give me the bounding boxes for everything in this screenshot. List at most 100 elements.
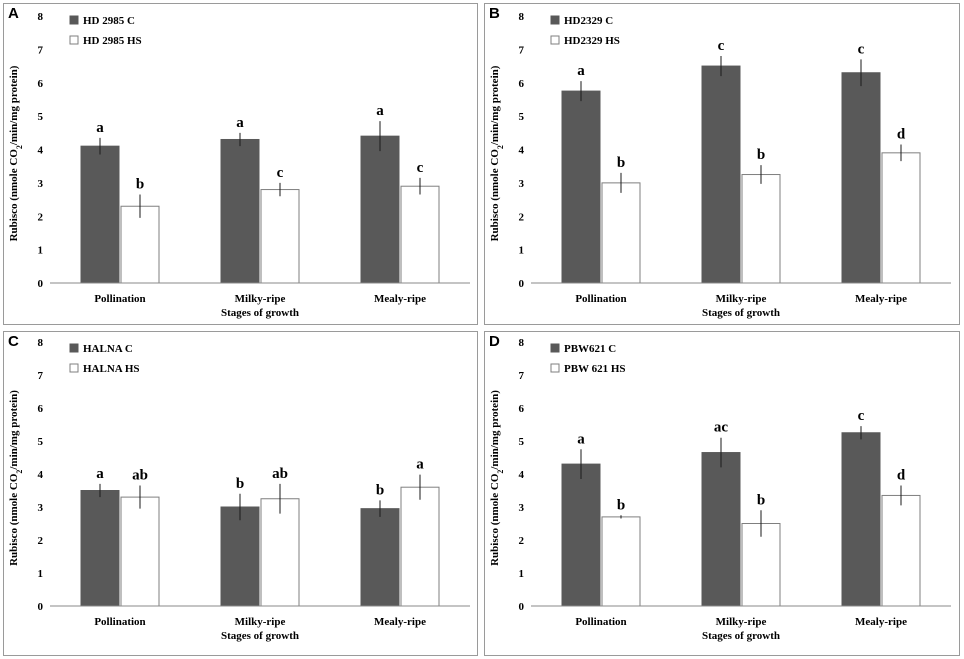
legend-swatch-d-2 xyxy=(550,363,560,373)
y-tick-label-b: 3 xyxy=(519,178,525,190)
legend-swatch-b-1 xyxy=(550,15,560,25)
bar-b-s2-3 xyxy=(881,152,921,284)
y-tick-label-b: 2 xyxy=(519,211,525,223)
legend-label-c-1: HALNA C xyxy=(83,343,133,355)
bar-a-s1-2 xyxy=(220,138,260,284)
significance-letter-c-s2-3: a xyxy=(416,457,424,473)
bar-d-s1-2 xyxy=(701,452,741,607)
legend-swatch-a-2 xyxy=(69,35,79,45)
bar-chart-b: 0 1 2 3 4 5 6 7 8 Rubisco (nmole CO2/min/mg prote… xyxy=(489,11,951,319)
bar-c-s2-1 xyxy=(120,496,160,607)
bar-c-s2-3 xyxy=(400,486,440,607)
chart-panel-c: 0 1 2 3 4 5 6 7 8 Rubisco (nmole CO2/min/mg prote… xyxy=(3,331,478,656)
significance-letter-a-s2-3: c xyxy=(417,160,424,176)
bar-d-s2-3 xyxy=(881,494,921,607)
y-tick-label-c: 8 xyxy=(38,337,44,349)
x-axis-title-c: Stages of growth xyxy=(221,630,299,642)
legend-swatch-c-1 xyxy=(69,343,79,353)
bar-a-s1-1 xyxy=(80,145,120,284)
y-tick-label-a: 5 xyxy=(38,111,44,123)
y-tick-label-d: 8 xyxy=(519,337,525,349)
legend-swatch-a-1 xyxy=(69,15,79,25)
bar-b-s2-2 xyxy=(741,174,781,284)
significance-letter-d-s2-1: b xyxy=(617,497,625,513)
y-tick-label-a: 4 xyxy=(38,145,44,157)
significance-letter-b-s1-1: a xyxy=(577,63,585,79)
y-tick-label-b: 0 xyxy=(519,278,525,290)
y-tick-label-b: 6 xyxy=(519,78,525,90)
chart-panel-d: 0 1 2 3 4 5 6 7 8 Rubisco (nmole CO2/min/mg prote… xyxy=(484,331,960,656)
x-axis-title-d: Stages of growth xyxy=(702,630,780,642)
bar-c-s1-3 xyxy=(360,508,400,607)
y-tick-label-c: 4 xyxy=(38,469,44,481)
y-axis-title-a: Rubisco (nmole CO2/min/mg protein) xyxy=(8,65,24,241)
significance-letter-b-s2-1: b xyxy=(617,155,625,171)
y-tick-label-d: 0 xyxy=(519,601,525,613)
significance-letter-a-s1-2: a xyxy=(236,115,244,131)
category-label-c: Pollination xyxy=(94,616,145,628)
y-axis-title-b: Rubisco (nmole CO2/min/mg protein) xyxy=(489,65,505,241)
bar-a-s2-1 xyxy=(120,205,160,284)
category-label-d: Mealy-ripe xyxy=(855,616,907,628)
bar-b-s1-3 xyxy=(841,72,881,284)
significance-letter-a-s1-3: a xyxy=(376,103,384,119)
y-tick-label-b: 5 xyxy=(519,111,525,123)
y-tick-label-a: 1 xyxy=(38,245,44,257)
significance-letter-c-s2-2: ab xyxy=(272,466,288,482)
y-axis-title-d: Rubisco (nmole CO2/min/mg protein) xyxy=(489,390,505,566)
y-tick-label-a: 6 xyxy=(38,78,44,90)
y-tick-label-c: 2 xyxy=(38,535,44,547)
y-tick-label-c: 3 xyxy=(38,502,44,514)
y-tick-label-d: 3 xyxy=(519,502,525,514)
legend-swatch-b-2 xyxy=(550,35,560,45)
y-tick-label-c: 6 xyxy=(38,403,44,415)
category-label-a: Pollination xyxy=(94,293,145,305)
x-axis-title-b: Stages of growth xyxy=(702,307,780,319)
y-tick-label-b: 4 xyxy=(519,145,525,157)
bar-b-s1-1 xyxy=(561,90,601,284)
significance-letter-c-s1-1: a xyxy=(96,466,104,482)
significance-letter-b-s1-2: c xyxy=(718,38,725,54)
category-label-a: Mealy-ripe xyxy=(374,293,426,305)
bar-chart-c: 0 1 2 3 4 5 6 7 8 Rubisco (nmole CO2/min/mg prote… xyxy=(8,337,470,642)
bar-chart-d: 0 1 2 3 4 5 6 7 8 Rubisco (nmole CO2/min/mg prote… xyxy=(489,337,951,642)
legend-label-b-2: HD2329 HS xyxy=(564,35,620,47)
significance-letter-d-s2-3: d xyxy=(897,468,906,484)
bar-b-s2-1 xyxy=(601,182,641,284)
chart-panel-b: 0 1 2 3 4 5 6 7 8 Rubisco (nmole CO2/min/mg prote… xyxy=(484,3,960,325)
category-label-c: Milky-ripe xyxy=(235,616,286,628)
y-tick-label-d: 1 xyxy=(519,568,525,580)
bar-d-s1-3 xyxy=(841,432,881,607)
y-tick-label-d: 2 xyxy=(519,535,525,547)
x-axis-title-a: Stages of growth xyxy=(221,307,299,319)
panel-label-c: C xyxy=(8,333,19,350)
panel-label-b: B xyxy=(489,5,500,22)
bar-a-s2-2 xyxy=(260,189,300,284)
bar-c-s1-2 xyxy=(220,506,260,607)
y-tick-label-c: 0 xyxy=(38,601,44,613)
legend-swatch-c-2 xyxy=(69,363,79,373)
y-tick-label-c: 5 xyxy=(38,436,44,448)
category-label-d: Pollination xyxy=(575,616,626,628)
y-tick-label-b: 7 xyxy=(519,44,525,56)
legend-label-d-2: PBW 621 HS xyxy=(564,363,626,375)
y-tick-label-a: 8 xyxy=(38,11,44,23)
legend-label-a-1: HD 2985 C xyxy=(83,15,135,27)
significance-letter-d-s1-2: ac xyxy=(714,420,729,436)
chart-panel-a: 0 1 2 3 4 5 6 7 8 Rubisco (nmole CO2/min/mg prote… xyxy=(3,3,478,325)
y-tick-label-b: 1 xyxy=(519,245,525,257)
significance-letter-b-s1-3: c xyxy=(858,41,865,57)
y-tick-label-d: 4 xyxy=(519,469,525,481)
category-label-a: Milky-ripe xyxy=(235,293,286,305)
significance-letter-b-s2-3: d xyxy=(897,126,906,142)
bar-d-s1-1 xyxy=(561,463,601,607)
significance-letter-d-s1-3: c xyxy=(858,408,865,424)
bar-d-s2-1 xyxy=(601,516,641,607)
significance-letter-a-s2-1: b xyxy=(136,177,144,193)
bar-chart-a: 0 1 2 3 4 5 6 7 8 Rubisco (nmole CO2/min/mg prote… xyxy=(8,11,470,319)
category-label-c: Mealy-ripe xyxy=(374,616,426,628)
category-label-b: Mealy-ripe xyxy=(855,293,907,305)
bar-c-s1-1 xyxy=(80,490,120,607)
category-label-d: Milky-ripe xyxy=(716,616,767,628)
legend-label-b-1: HD2329 C xyxy=(564,15,613,27)
